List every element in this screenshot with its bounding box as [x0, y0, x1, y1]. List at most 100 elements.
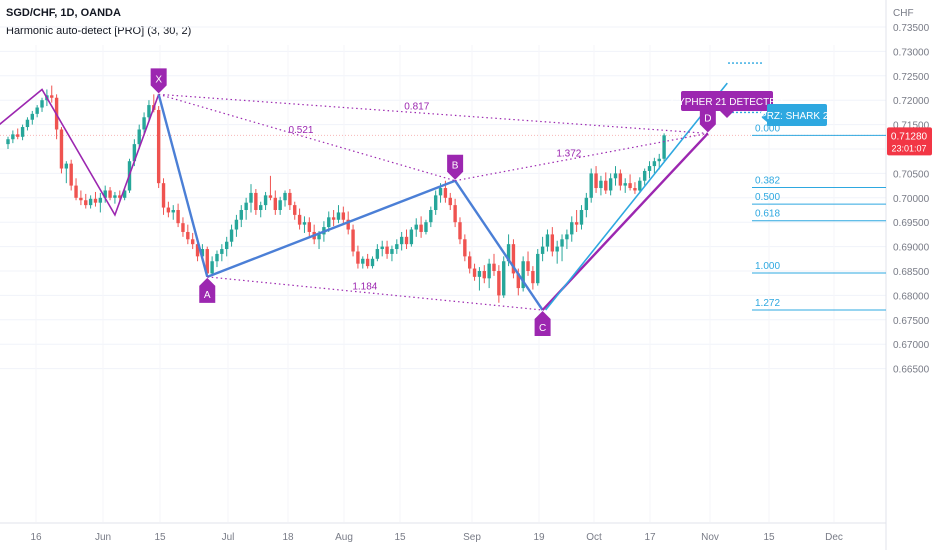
candle-up — [147, 105, 151, 118]
candle-down — [161, 183, 166, 208]
x-tick-label: 15 — [154, 532, 166, 543]
currency-label: CHF — [893, 8, 914, 19]
candle-up — [375, 249, 380, 259]
candle-up — [570, 222, 574, 235]
candle-up — [122, 190, 127, 198]
candle-down — [497, 271, 501, 296]
y-tick-label: 0.69500 — [893, 218, 930, 229]
candle-down — [341, 212, 346, 220]
candle-up — [336, 212, 341, 220]
candle-up — [613, 173, 618, 179]
prz-badge-pointer — [761, 112, 767, 122]
candle-down — [511, 244, 516, 274]
pattern-point-marker-x — [150, 68, 167, 94]
candle-down — [205, 249, 209, 274]
candle-up — [142, 117, 146, 130]
prior-pattern-zigzag — [0, 88, 160, 217]
candle-up — [113, 195, 117, 198]
candle-up — [215, 253, 219, 262]
x-tick-label: 19 — [533, 532, 545, 543]
candle-down — [633, 188, 637, 191]
x-tick-label: 18 — [282, 532, 294, 543]
candle-down — [351, 229, 355, 252]
pattern-point-label: B — [452, 161, 459, 172]
last-price-value: 0.71280 — [891, 131, 928, 142]
candle-up — [30, 113, 34, 120]
candle-up — [380, 246, 384, 250]
candle-up — [40, 100, 44, 108]
candle-down — [526, 261, 530, 271]
candle-up — [399, 236, 404, 245]
candle-down — [307, 222, 312, 232]
countdown-timer: 23:01:07 — [891, 143, 926, 153]
candle-up — [657, 158, 661, 162]
candle-down — [176, 210, 180, 224]
candle-down — [69, 163, 73, 186]
x-tick-label: 17 — [644, 532, 656, 543]
candle-down — [156, 109, 161, 184]
candle-up — [200, 249, 205, 257]
prz-badge-text: PRZ: SHARK 21 — [760, 111, 834, 122]
candle-up — [20, 127, 25, 137]
candle-up — [244, 202, 248, 210]
y-tick-label: 0.70500 — [893, 169, 930, 180]
indicator-title[interactable]: Harmonic auto-detect [PRO] (3, 30, 2) — [6, 25, 192, 37]
candle-up — [545, 234, 550, 247]
x-tick-label: Sep — [463, 532, 481, 543]
pattern-leg-bc — [454, 180, 544, 311]
candle-down — [472, 268, 477, 277]
candle-down — [79, 197, 83, 201]
ratio-line — [158, 93, 708, 134]
fib-level-label: 1.272 — [755, 298, 780, 309]
candle-up — [317, 234, 321, 240]
candle-up — [662, 135, 666, 159]
candle-down — [74, 185, 78, 198]
pattern-point-marker-d — [699, 107, 716, 133]
y-tick-label: 0.73000 — [893, 47, 930, 58]
candle-down — [443, 188, 448, 198]
candle-up — [302, 222, 307, 225]
candle-up — [623, 183, 627, 186]
candle-down — [59, 129, 64, 169]
candle-up — [327, 217, 331, 228]
candle-down — [618, 173, 623, 186]
candle-up — [239, 210, 243, 220]
x-tick-label: 16 — [30, 532, 42, 543]
candle-down — [190, 239, 195, 245]
candle-up — [642, 170, 647, 181]
candle-down — [346, 219, 350, 230]
candle-up — [433, 195, 438, 210]
y-tick-label: 0.69000 — [893, 243, 930, 254]
fib-level-label: 0.500 — [755, 192, 780, 203]
candle-up — [64, 163, 69, 169]
projection-line — [544, 82, 728, 311]
y-tick-label: 0.71500 — [893, 121, 930, 132]
candle-down — [50, 95, 54, 98]
candle-up — [429, 210, 433, 223]
candle-down — [331, 217, 336, 220]
candle-down — [453, 205, 457, 223]
fib-level-label: 1.000 — [755, 261, 780, 272]
pattern-point-label: X — [155, 74, 162, 85]
candle-up — [361, 258, 365, 264]
candle-down — [118, 195, 122, 198]
candle-down — [419, 224, 423, 232]
candle-up — [521, 261, 525, 289]
candle-down — [516, 273, 520, 289]
pattern-point-marker-b — [447, 154, 464, 180]
candle-down — [297, 214, 302, 225]
y-tick-label: 0.72500 — [893, 72, 930, 83]
candle-up — [579, 210, 584, 225]
candle-up — [370, 258, 375, 267]
candle-down — [604, 180, 608, 191]
fib-level-label: 0.382 — [755, 176, 780, 187]
x-tick-label: Dec — [825, 532, 843, 543]
candle-up — [137, 129, 141, 145]
candle-down — [166, 207, 171, 213]
candle-up — [225, 241, 229, 250]
candle-up — [220, 249, 224, 254]
pattern-point-label: C — [539, 323, 546, 334]
candle-up — [608, 178, 613, 191]
y-tick-label: 0.67000 — [893, 340, 930, 351]
